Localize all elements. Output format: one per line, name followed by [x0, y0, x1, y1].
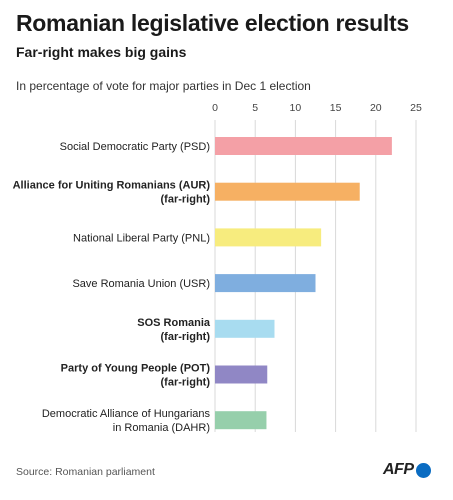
- bar: [215, 365, 268, 384]
- category-label-line: SOS Romania: [137, 317, 211, 329]
- category-label-line: in Romania (DAHR): [113, 422, 210, 434]
- x-tick-label: 5: [252, 102, 258, 114]
- bar: [215, 411, 267, 430]
- category-label-line: (far-right): [161, 331, 211, 343]
- category-label: Social Democratic Party (PSD): [60, 141, 210, 153]
- bar: [215, 182, 360, 201]
- afp-logo-text: AFP: [383, 461, 414, 478]
- bar-chart: 0 5 10 15 20 25 Social Democratic Party (PSD) A…: [13, 102, 422, 434]
- category-label-line: National Liberal Party (PNL): [73, 232, 210, 244]
- category-label: Alliance for Uniting Romanians (AUR) (far…: [13, 180, 211, 206]
- category-label-line: Party of Young People (POT): [61, 363, 211, 375]
- category-label: Democratic Alliance of Hungarians in Roma…: [42, 408, 211, 434]
- bar: [215, 319, 275, 338]
- bar: [215, 228, 322, 247]
- chart-title: Romanian legislative election results: [16, 10, 409, 36]
- category-label: National Liberal Party (PNL): [73, 232, 210, 244]
- category-label-line: Save Romania Union (USR): [72, 278, 210, 290]
- category-label-line: (far-right): [161, 377, 211, 389]
- category-label: Save Romania Union (USR): [72, 278, 210, 290]
- chart-subtitle: Far-right makes big gains: [16, 44, 187, 60]
- x-tick-label: 0: [212, 102, 218, 114]
- x-tick-label: 15: [330, 102, 342, 114]
- bar: [215, 137, 392, 155]
- category-label-line: Alliance for Uniting Romanians (AUR): [13, 180, 211, 192]
- afp-logo-dot-icon: [415, 462, 431, 478]
- category-label: Party of Young People (POT) (far-right): [61, 363, 211, 389]
- source-note: Source: Romanian parliament: [16, 466, 155, 478]
- category-label-line: Social Democratic Party (PSD): [60, 141, 210, 153]
- x-tick-label: 25: [410, 102, 422, 114]
- x-tick-label: 20: [370, 102, 382, 114]
- bar: [215, 274, 316, 293]
- category-label-line: (far-right): [161, 194, 211, 206]
- chart-description: In percentage of vote for major parties …: [16, 79, 311, 93]
- x-tick-label: 10: [290, 102, 302, 114]
- afp-logo: AFP: [383, 461, 431, 479]
- category-label: SOS Romania (far-right): [137, 317, 211, 343]
- category-label-line: Democratic Alliance of Hungarians: [42, 408, 211, 420]
